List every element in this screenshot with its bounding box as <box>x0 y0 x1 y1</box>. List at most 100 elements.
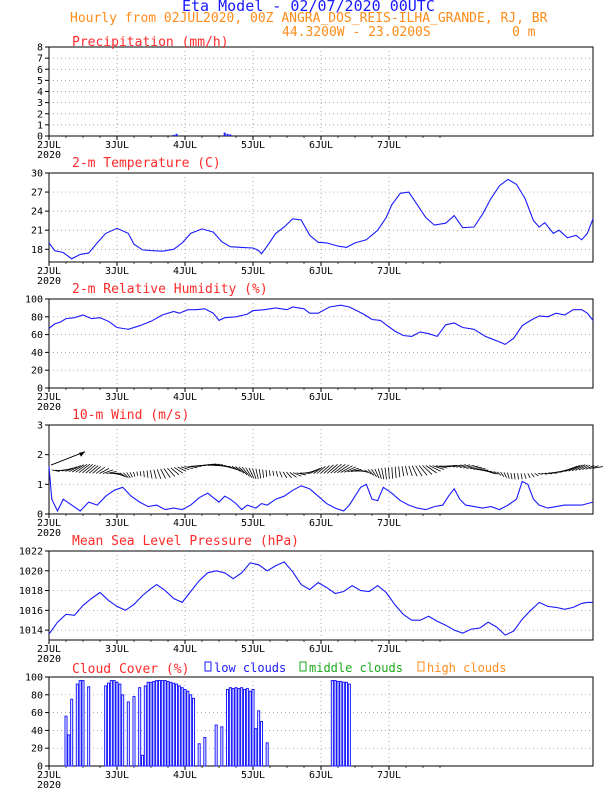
wind-vector <box>262 469 264 478</box>
cloud-bar <box>64 715 68 767</box>
wind-vector <box>364 469 372 475</box>
wind-vector <box>95 466 105 474</box>
wind-reference-arrowhead <box>79 451 85 457</box>
cloud-bar <box>138 687 142 767</box>
cloud-x-year-label: 2020 <box>37 780 61 791</box>
rh-y-tick-label: 20 <box>31 366 43 377</box>
wind-vector <box>585 465 595 470</box>
wind-vector <box>337 464 350 474</box>
cloud-bar <box>115 681 119 767</box>
cloud-bar <box>149 681 153 767</box>
rh-y-tick-label: 40 <box>31 348 43 359</box>
temp-x-tick-label: 7JUL <box>377 266 401 277</box>
cloud-bar <box>160 680 164 767</box>
chart-title: Eta Model - 02/07/2020 00UTC <box>182 0 435 15</box>
wind-x-year-label: 2020 <box>37 528 61 539</box>
wind-vector <box>503 472 507 478</box>
wind-vector <box>459 464 471 469</box>
cloud-legend-label-2: high clouds <box>427 661 506 675</box>
wind-x-tick-label: 4JUL <box>173 518 197 529</box>
cloud-bar <box>265 742 269 767</box>
wind-vector <box>541 472 548 475</box>
wind-vector <box>330 463 342 474</box>
slp-y-tick-label: 1014 <box>19 626 43 637</box>
rh-y-tick-label: 80 <box>31 312 43 323</box>
wind-vector <box>119 472 127 478</box>
cloud-bar <box>81 680 85 767</box>
wind-vector <box>500 471 505 477</box>
wind-vector <box>238 466 248 476</box>
wind-vector <box>126 472 131 478</box>
precip-y-tick-label: 4 <box>37 87 43 98</box>
rh-y-tick-label: 60 <box>31 330 43 341</box>
wind-vector <box>231 466 241 472</box>
wind-vector <box>316 466 326 474</box>
wind-vector <box>88 465 99 474</box>
rh-x-tick-label: 7JUL <box>377 392 401 403</box>
cloud-bar <box>174 683 179 767</box>
wind-vector <box>235 466 245 474</box>
cloud-bar <box>259 721 264 767</box>
wind-vector <box>418 465 428 476</box>
rh-x-tick-label: 6JUL <box>309 392 333 403</box>
wind-vector <box>320 465 330 474</box>
cloud-bar <box>118 683 122 767</box>
cloud-bar <box>240 687 244 767</box>
precip-y-tick-label: 7 <box>37 54 43 65</box>
wind-vector <box>293 472 302 477</box>
cloud-bar <box>197 743 201 767</box>
slp-x-tick-label: 5JUL <box>241 644 265 655</box>
wind-vector <box>156 469 162 479</box>
cloud-bar <box>183 688 187 767</box>
precip-y-tick-label: 1 <box>37 120 43 131</box>
wind-vector <box>241 466 250 477</box>
wind-vector <box>490 470 497 475</box>
wind-vector <box>333 463 346 474</box>
cloud-bar <box>231 688 235 767</box>
wind-vector <box>449 464 458 468</box>
wind-x-tick-label: 6JUL <box>309 518 333 529</box>
wind-vector <box>398 466 401 478</box>
wind-vector <box>507 472 510 479</box>
cloud-bar <box>87 686 91 767</box>
slp-x-tick-label: 6JUL <box>309 644 333 655</box>
wind-vector <box>537 472 543 475</box>
wind-vector <box>65 466 78 472</box>
cloud-bar <box>330 680 334 767</box>
wind-vector <box>571 464 583 472</box>
wind-vector <box>51 469 60 472</box>
wind-vector <box>401 466 405 477</box>
cloud-bar <box>189 694 193 767</box>
wind-vector <box>68 465 81 473</box>
wind-vector <box>282 471 288 478</box>
wind-vector <box>429 465 441 472</box>
temp-x-year-label: 2020 <box>37 276 61 287</box>
wind-vector <box>425 465 437 474</box>
cloud-x-tick-label: 7JUL <box>377 770 401 781</box>
wind-vector <box>323 464 334 474</box>
cloud-bar <box>166 680 170 767</box>
wind-vector <box>153 469 157 479</box>
wind-vector <box>72 464 85 473</box>
cloud-bar <box>140 754 145 767</box>
location-coords: 44.3200W - 23.0200S <box>282 25 431 40</box>
wind-y-tick-label: 0 <box>37 510 43 521</box>
wind-vector <box>391 467 394 479</box>
wind-vector <box>408 465 413 477</box>
wind-vector <box>367 469 375 476</box>
rh-x-year-label: 2020 <box>37 402 61 413</box>
wind-vector <box>265 469 268 478</box>
wind-vector <box>513 473 516 480</box>
wind-y-tick-label: 3 <box>37 421 43 432</box>
cloud-legend-swatch-0 <box>204 661 212 672</box>
wind-vector <box>136 471 139 476</box>
cloud-y-tick-label: 40 <box>31 726 43 737</box>
cloud-x-tick-label: 3JUL <box>105 770 129 781</box>
wind-vector <box>184 466 193 470</box>
wind-vector <box>82 464 94 474</box>
cloud-bar <box>186 690 190 767</box>
wind-vector <box>279 471 283 478</box>
wind-vector <box>272 470 275 476</box>
precip-bar <box>172 134 175 136</box>
